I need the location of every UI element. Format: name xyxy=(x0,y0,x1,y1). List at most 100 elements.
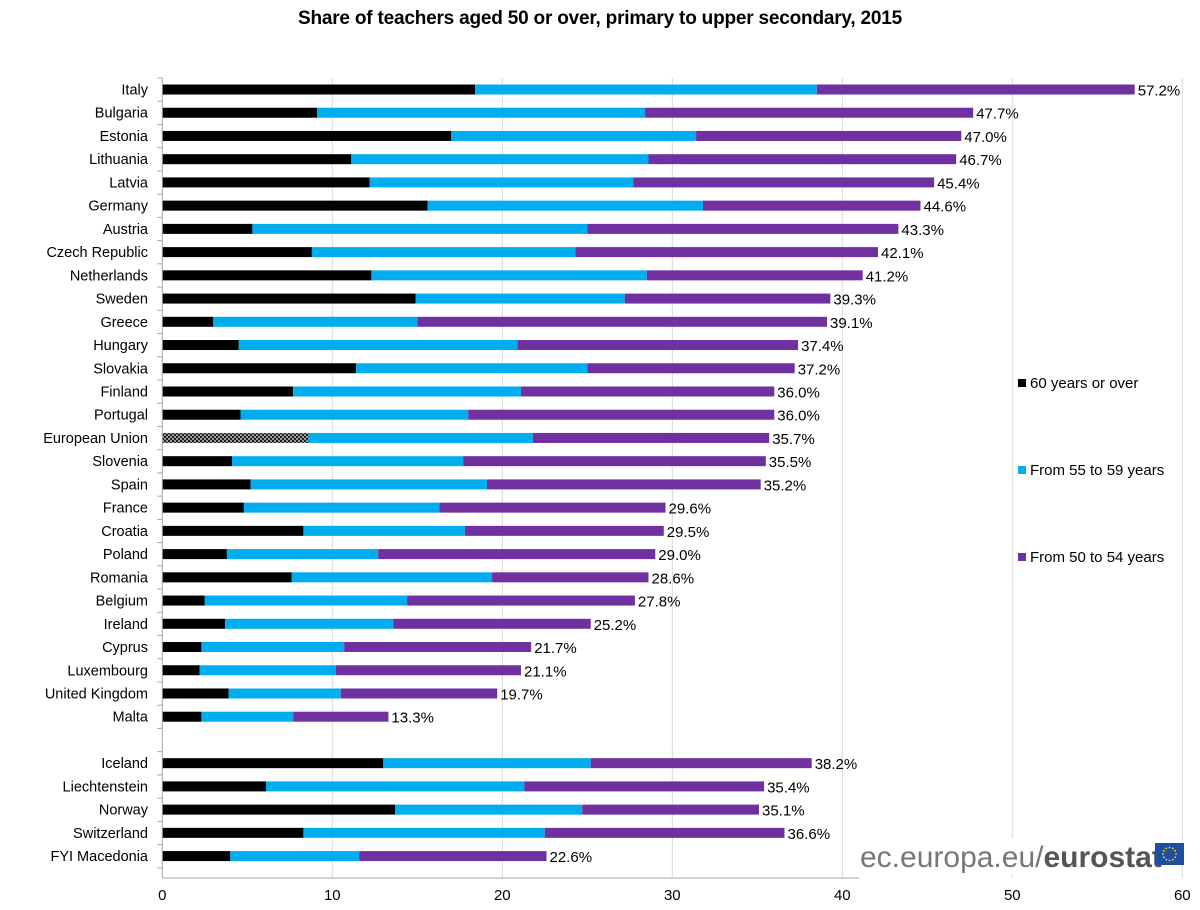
bar-segment-60-years-or-over xyxy=(162,340,239,351)
bar-segment-60-years-or-over xyxy=(162,177,370,188)
bar-segment-from-50-to-54-years xyxy=(463,456,766,467)
logo-brand: eurostat xyxy=(1043,841,1161,874)
total-data-label: 28.6% xyxy=(652,570,695,587)
bar-segment-60-years-or-over xyxy=(162,781,266,792)
bar-segment-from-50-to-54-years xyxy=(816,84,1135,95)
bar-segment-from-55-to-59-years xyxy=(317,107,646,118)
bar-segment-60-years-or-over xyxy=(162,200,428,211)
x-tick-label: 10 xyxy=(324,887,341,904)
x-tick-label: 30 xyxy=(664,887,681,904)
x-tick-label: 0 xyxy=(158,887,166,904)
bar-segment-60-years-or-over xyxy=(162,363,357,374)
legend-swatch xyxy=(1018,466,1026,474)
legend-label: 60 years or over xyxy=(1030,375,1138,392)
bar-segment-60-years-or-over xyxy=(162,549,227,560)
bar-segment-from-55-to-59-years xyxy=(475,84,817,95)
bar-segment-from-55-to-59-years xyxy=(240,409,469,420)
bar-segment-60-years-or-over xyxy=(162,711,202,722)
eu-star-icon xyxy=(1171,847,1174,850)
axes: 0 10 20 30 40 50 60 xyxy=(157,77,1191,904)
bar-segment-from-50-to-54-years xyxy=(646,270,863,281)
total-data-label: 27.8% xyxy=(638,594,681,611)
bar-segment-from-55-to-59-years xyxy=(228,688,341,699)
legend: 60 years or over From 55 to 59 years From … xyxy=(1018,375,1164,566)
bar-segment-60-years-or-over xyxy=(162,456,232,467)
total-data-label: 29.5% xyxy=(667,524,710,541)
bar-segment-from-55-to-59-years xyxy=(230,851,360,862)
total-data-label: 46.7% xyxy=(959,152,1002,169)
bar-segment-from-55-to-59-years xyxy=(252,223,588,234)
total-data-label: 25.2% xyxy=(594,617,637,634)
bar-segment-from-55-to-59-years xyxy=(427,200,703,211)
bar-segment-from-50-to-54-years xyxy=(293,711,389,722)
bar-segment-60-years-or-over xyxy=(162,688,229,699)
eu-star-icon xyxy=(1168,846,1171,849)
bar-segment-from-55-to-59-years xyxy=(369,177,634,188)
category-label: FYI Macedonia xyxy=(50,849,148,865)
eu-star-icon xyxy=(1174,849,1177,852)
category-label: Latvia xyxy=(109,175,149,191)
eu-star-icon xyxy=(1162,856,1165,859)
total-data-label: 42.1% xyxy=(881,245,924,262)
total-data-label: 36.0% xyxy=(777,384,820,401)
category-label: Croatia xyxy=(101,524,149,540)
bar-segment-60-years-or-over xyxy=(162,502,244,513)
total-data-label: 47.0% xyxy=(964,129,1007,146)
category-label: Italy xyxy=(121,83,148,99)
bar-segment-from-50-to-54-years xyxy=(587,223,899,234)
bar-segment-from-55-to-59-years xyxy=(225,618,394,629)
category-label: Belgium xyxy=(96,594,148,610)
bar-segment-60-years-or-over xyxy=(162,804,396,815)
total-data-label: 19.7% xyxy=(500,686,543,703)
eu-star-icon xyxy=(1168,859,1171,862)
bar-segment-60-years-or-over xyxy=(162,270,372,281)
chart-title: Share of teachers aged 50 or over, prima… xyxy=(297,8,902,29)
bar-segment-from-55-to-59-years xyxy=(213,316,418,327)
bar-segment-from-50-to-54-years xyxy=(696,130,962,141)
bar-segment-from-50-to-54-years xyxy=(492,572,649,583)
category-label: France xyxy=(103,501,148,517)
bar-segment-from-50-to-54-years xyxy=(487,479,761,490)
bar-segment-from-55-to-59-years xyxy=(356,363,588,374)
bars xyxy=(162,84,1135,862)
bar-segment-60-years-or-over xyxy=(162,618,226,629)
bar-segment-from-50-to-54-years xyxy=(575,247,878,258)
category-label: Iceland xyxy=(101,756,148,772)
eu-star-icon xyxy=(1174,856,1177,859)
legend-swatch xyxy=(1018,553,1026,561)
total-data-label: 22.6% xyxy=(550,849,593,866)
total-data-label: 57.2% xyxy=(1138,83,1181,100)
bar-segment-from-55-to-59-years xyxy=(226,549,379,560)
bar-segment-60-years-or-over xyxy=(162,247,312,258)
total-data-label: 38.2% xyxy=(815,756,858,773)
bar-segment-from-55-to-59-years xyxy=(232,456,464,467)
bar-segment-from-50-to-54-years xyxy=(702,200,921,211)
bar-segment-60-years-or-over xyxy=(162,107,317,118)
legend-label: From 55 to 59 years xyxy=(1030,462,1164,479)
category-label: Poland xyxy=(103,547,148,563)
bar-segment-from-50-to-54-years xyxy=(648,154,957,165)
category-label: Cyprus xyxy=(102,640,148,656)
bar-segment-from-55-to-59-years xyxy=(238,340,518,351)
category-label: Sweden xyxy=(96,292,148,308)
logo-background xyxy=(858,838,1150,874)
total-data-label: 44.6% xyxy=(924,199,967,216)
bar-segment-60-years-or-over xyxy=(162,665,200,676)
bar-segment-from-55-to-59-years xyxy=(303,827,545,838)
bar-segment-from-50-to-54-years xyxy=(378,549,656,560)
total-data-label: 47.7% xyxy=(976,106,1019,123)
bar-segment-from-50-to-54-years xyxy=(359,851,547,862)
logo-url-prefix: ec.europa.eu/ xyxy=(860,841,1044,874)
bar-segment-60-years-or-over xyxy=(162,316,214,327)
bar-segment-from-55-to-59-years xyxy=(395,804,583,815)
category-labels: Italy Bulgaria Estonia Lithuania Latvia Germa… xyxy=(43,83,149,866)
category-label: Romania xyxy=(90,570,149,586)
bar-segment-from-55-to-59-years xyxy=(371,270,647,281)
category-label: Slovakia xyxy=(93,361,149,377)
category-label: Norway xyxy=(99,803,149,819)
bar-segment-from-50-to-54-years xyxy=(517,340,799,351)
eurostat-logo: ec.europa.eu/eurostat xyxy=(858,838,1184,874)
total-data-label: 29.0% xyxy=(658,547,701,564)
bar-segment-60-years-or-over xyxy=(162,130,452,141)
total-data-label: 29.6% xyxy=(669,501,712,518)
